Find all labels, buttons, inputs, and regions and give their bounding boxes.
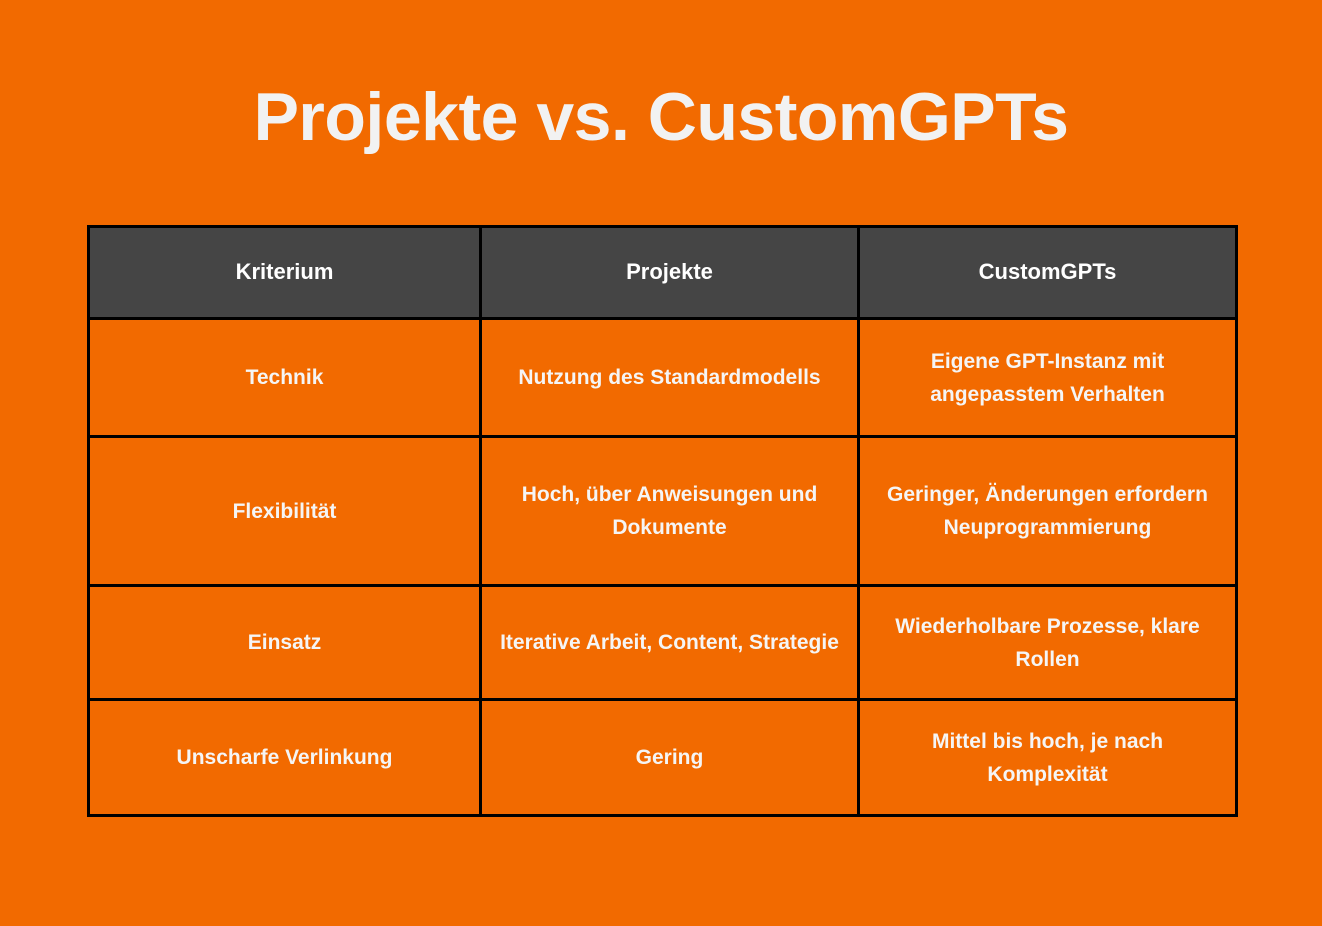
cell-customgpts: Geringer, Änderungen erfordern Neuprogra… <box>857 435 1238 587</box>
cell-customgpts: Wiederholbare Prozesse, klare Rollen <box>857 584 1238 701</box>
cell-kriterium: Technik <box>87 317 482 438</box>
table-row: Einsatz Iterative Arbeit, Content, Strat… <box>87 584 1238 701</box>
cell-projekte: Nutzung des Standardmodells <box>479 317 860 438</box>
page-title: Projekte vs. CustomGPTs <box>253 79 1069 155</box>
table-row: Unscharfe Verlinkung Gering Mittel bis h… <box>87 698 1238 817</box>
cell-projekte: Hoch, über Anweisungen und Dokumente <box>479 435 860 587</box>
cell-projekte: Iterative Arbeit, Content, Strategie <box>479 584 860 701</box>
comparison-table: Kriterium Projekte CustomGPTs Technik Nu… <box>87 225 1238 817</box>
table-header-row: Kriterium Projekte CustomGPTs <box>87 225 1238 320</box>
cell-customgpts: Eigene GPT-Instanz mit angepasstem Verha… <box>857 317 1238 438</box>
comparison-table-container: Kriterium Projekte CustomGPTs Technik Nu… <box>87 225 1238 817</box>
column-header-customgpts: CustomGPTs <box>857 225 1238 320</box>
table-body: Technik Nutzung des Standardmodells Eige… <box>87 317 1238 817</box>
cell-kriterium: Einsatz <box>87 584 482 701</box>
table-header: Kriterium Projekte CustomGPTs <box>87 225 1238 320</box>
column-header-projekte: Projekte <box>479 225 860 320</box>
cell-customgpts: Mittel bis hoch, je nach Komplexität <box>857 698 1238 817</box>
column-header-kriterium: Kriterium <box>87 225 482 320</box>
table-row: Flexibilität Hoch, über Anweisungen und … <box>87 435 1238 587</box>
cell-kriterium: Unscharfe Verlinkung <box>87 698 482 817</box>
table-row: Technik Nutzung des Standardmodells Eige… <box>87 317 1238 438</box>
cell-kriterium: Flexibilität <box>87 435 482 587</box>
cell-projekte: Gering <box>479 698 860 817</box>
